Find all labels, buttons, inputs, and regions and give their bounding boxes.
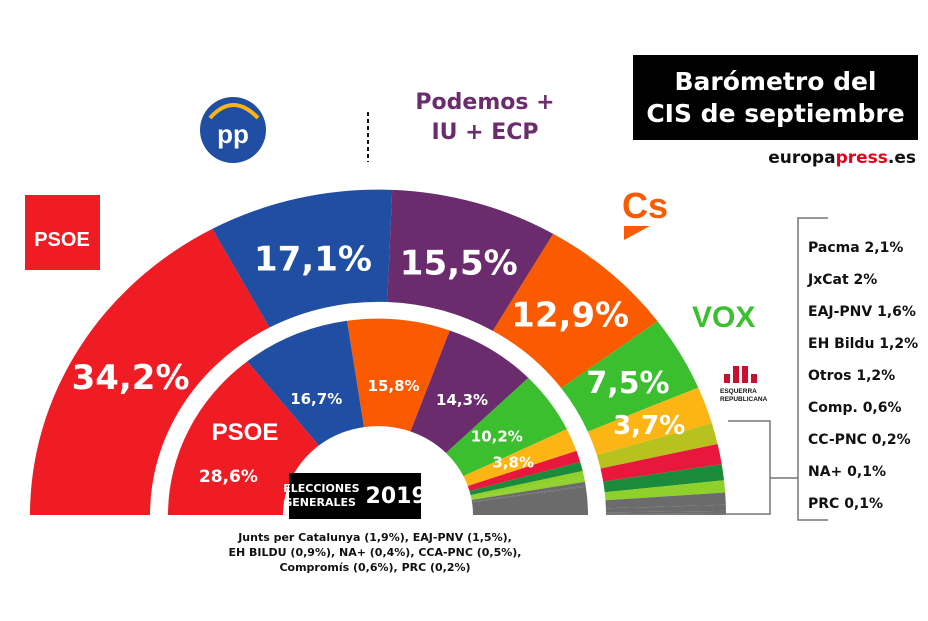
slice-erc xyxy=(463,429,577,486)
podemos-title: Podemos + IU + ECP xyxy=(400,88,570,148)
slice-eaj-pnv xyxy=(603,464,725,493)
slice-podemos-iu-ecp xyxy=(387,189,554,331)
source-part2: press xyxy=(835,148,888,168)
vox-logo: VOX xyxy=(692,301,755,334)
slice-cca-pnc xyxy=(471,478,585,501)
outer-ring-label: 12,9% xyxy=(511,295,629,335)
others-item: CC-PNC 0,2% xyxy=(808,432,911,448)
svg-text:pp: pp xyxy=(217,119,249,149)
outer-ring-label: 3,7% xyxy=(613,411,685,441)
data-labels: 34,2% 17,1% 15,5% 12,9% 7,5% 3,7% 28,6% 16,7% 15… xyxy=(72,240,686,487)
inner-ring-label: 10,2% xyxy=(471,428,523,446)
slice-otros xyxy=(605,492,726,509)
others-item: Comp. 0,6% xyxy=(808,400,902,416)
title-box: Barómetro del CIS de septiembre xyxy=(633,55,918,140)
slice-prc xyxy=(471,485,586,503)
podemos-title-line2: IU + ECP xyxy=(431,120,539,145)
svg-text:REPUBLICANA: REPUBLICANA xyxy=(720,396,768,403)
inner-ring xyxy=(168,318,588,515)
slice-vox xyxy=(446,377,567,477)
others-list: Pacma 2,1% JxCat 2% EAJ-PNV 1,6% EH Bild… xyxy=(808,232,918,520)
slice-psoe xyxy=(30,228,270,515)
inner-ring-label: 16,7% xyxy=(290,390,342,408)
inner-psoe-logo: PSOE xyxy=(212,419,279,446)
bracket-lines xyxy=(720,217,828,521)
slice-junts-per-catalunya xyxy=(467,450,581,492)
footnote-line1: Junts per Catalunya (1,9%), EAJ-PNV (1,5… xyxy=(238,531,512,544)
others-item: Pacma 2,1% xyxy=(808,240,904,256)
inner-ring-label: 15,8% xyxy=(368,377,420,395)
svg-text:Cs: Cs xyxy=(622,185,668,226)
cs-logo: Cs xyxy=(622,185,668,240)
elecciones-line1: ELECCIONES xyxy=(283,482,360,495)
others-item: EAJ-PNV 1,6% xyxy=(808,304,916,320)
elecciones-year: 2019 xyxy=(365,483,427,509)
svg-text:PSOE: PSOE xyxy=(34,229,90,251)
slice-vox xyxy=(561,321,699,432)
erc-logo: ESQUERRA REPUBLICANA xyxy=(720,366,768,403)
outer-ring-label: 15,5% xyxy=(400,244,518,284)
others-item: NA+ 0,1% xyxy=(808,464,886,480)
source-logo: europapress.es xyxy=(768,148,916,168)
pp-logo: pp xyxy=(200,97,266,163)
psoe-logo: PSOE xyxy=(25,195,100,270)
podemos-title-line1: Podemos + xyxy=(415,90,555,115)
slice-cc-pnc xyxy=(605,510,726,514)
footnote: Junts per Catalunya (1,9%), EAJ-PNV (1,5… xyxy=(200,530,550,575)
slice-cs xyxy=(347,318,450,432)
source-part1: europa xyxy=(768,148,836,168)
outer-ring-label: 34,2% xyxy=(72,358,190,398)
slice-cs xyxy=(492,233,658,389)
svg-text:ESQUERRA: ESQUERRA xyxy=(720,388,757,395)
footnote-line3: Compromís (0,6%), PRC (0,2%) xyxy=(279,561,471,574)
slice-psoe xyxy=(168,361,319,515)
others-item: JxCat 2% xyxy=(808,272,878,288)
slice-jxcat xyxy=(600,444,722,482)
slice-eh-bildu xyxy=(470,470,584,498)
slice-podemos xyxy=(410,330,529,453)
slice-pacma xyxy=(596,423,718,469)
outer-ring-label: 7,5% xyxy=(586,366,669,401)
elecciones-box: ELECCIONES GENERALES 2019 xyxy=(283,473,427,519)
slice-eh-bildu xyxy=(604,480,726,501)
outer-ring xyxy=(30,189,726,515)
slice-na- xyxy=(605,512,726,515)
slice-prc xyxy=(605,513,726,515)
footnote-line2: EH BILDU (0,9%), NA+ (0,4%), CCA-PNC (0,… xyxy=(228,546,522,559)
inner-ring-label: 14,3% xyxy=(436,391,488,409)
slice-eaj-pnv xyxy=(469,461,583,496)
slice-pp xyxy=(247,320,365,446)
slice-pp xyxy=(212,189,393,328)
outer-ring-label: 17,1% xyxy=(254,240,372,280)
inner-ring-label: 28,6% xyxy=(199,467,258,487)
title-line2: CIS de septiembre xyxy=(646,98,905,128)
elecciones-line2: GENERALES xyxy=(283,496,356,509)
others-item: EH Bildu 1,2% xyxy=(808,336,919,352)
slice-na- xyxy=(471,476,585,499)
slice-erc xyxy=(587,387,712,455)
slice-comp- xyxy=(605,504,726,513)
others-item: Otros 1,2% xyxy=(808,368,896,384)
source-part3: .es xyxy=(887,148,916,168)
slice-comprom-s xyxy=(471,481,586,502)
slice-resto xyxy=(472,486,588,515)
inner-ring-label: 3,8% xyxy=(492,454,534,472)
title-line1: Barómetro del xyxy=(674,66,877,96)
others-item: PRC 0,1% xyxy=(808,496,884,512)
